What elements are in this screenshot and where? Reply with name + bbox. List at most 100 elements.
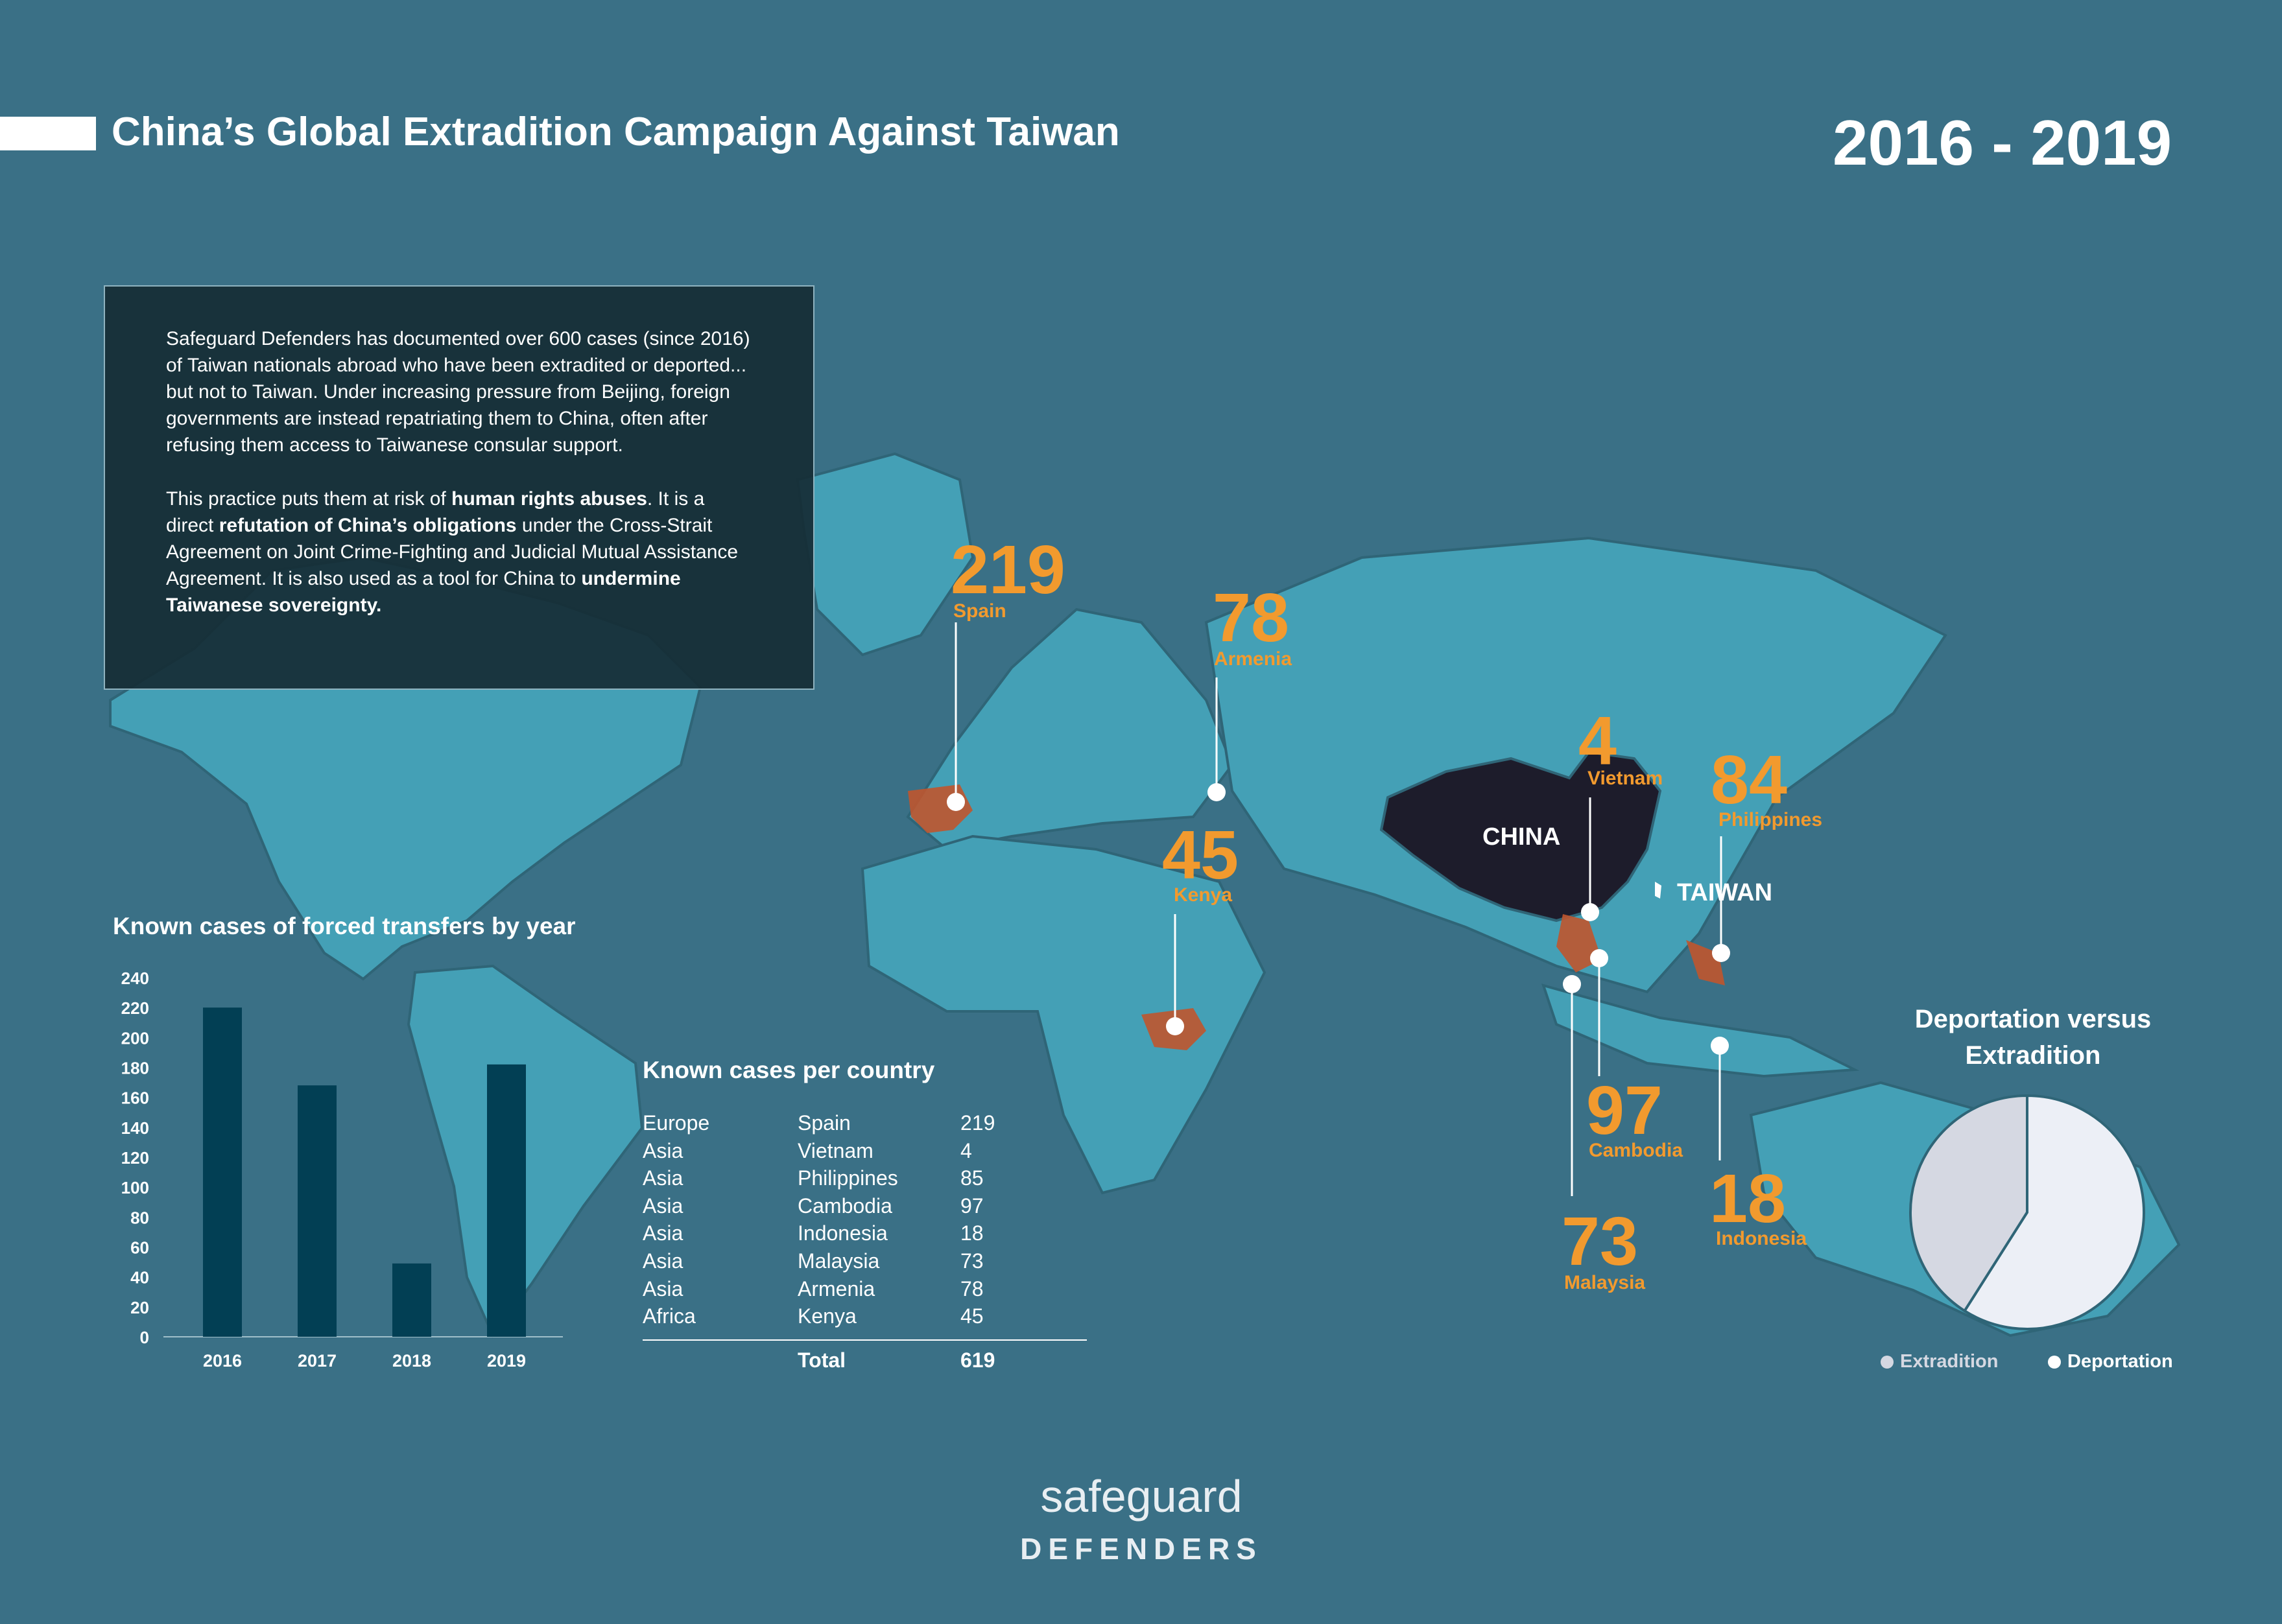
taiwan-label: TAIWAN [1677,879,1773,906]
table-divider [643,1339,1087,1341]
legend-deportation: Deportation [2048,1351,2173,1372]
bar-chart-x-tick: 2018 [392,1351,431,1371]
bar-chart-y-tick: 40 [130,1268,149,1288]
period-label: 2016 - 2019 [1833,107,2172,178]
table-cell-cases: 18 [960,1221,984,1245]
table-cell-cases: 219 [960,1111,995,1135]
landmass-africa [861,834,1266,1195]
bar-chart-y-tick: 200 [121,1028,149,1048]
pie-slice-extradition [1909,1094,2028,1313]
table-cell-region: Europe [643,1111,710,1135]
table-cell-country: Cambodia [798,1194,892,1218]
indonesia-dot [1711,1037,1729,1055]
bar-chart-y-tick: 60 [130,1238,149,1258]
table-cell-cases: 97 [960,1194,984,1218]
kenya-dot [1166,1017,1184,1035]
table-cell-region: Asia [643,1249,683,1273]
malaysia-dot [1563,975,1581,993]
legend-extradition-label: Extradition [1900,1351,1999,1372]
table-cell-country: Vietnam [798,1138,874,1162]
intro-paragraph-2: This practice puts them at risk of human… [166,488,739,616]
callout-label-vietnam: Vietnam [1587,768,1663,789]
bar-2016 [203,1007,242,1337]
callout-value-indonesia: 18 [1709,1160,1786,1237]
callout-label-malaysia: Malaysia [1564,1272,1646,1293]
bar-chart-y-tick: 220 [121,998,149,1018]
table-cell-country: Malaysia [798,1249,880,1273]
philippines-dot [1712,944,1730,962]
title-accent-bar [0,117,96,150]
callout-value-philippines: 84 [1711,742,1787,818]
cambodia-dot [1590,949,1608,967]
callout-label-kenya: Kenya [1174,884,1233,906]
table-cell-country: Kenya [798,1304,857,1328]
table-title: Known cases per country [643,1057,935,1083]
intro-paragraph-1: Safeguard Defenders has documented over … [166,328,750,456]
legend-extradition: Extradition [1881,1351,1998,1372]
bar-chart-y-tick: 0 [140,1328,149,1347]
table-cell-region: Asia [643,1277,683,1300]
bar-chart: 0 20 40 60 80 100 120 140 160 180 200 220 240 2016 201… [121,969,563,1371]
table-cell-country: Philippines [798,1166,898,1190]
bar-chart-y-tick: 240 [121,969,149,988]
table-cell-cases: 73 [960,1249,984,1273]
callout-value-armenia: 78 [1213,580,1289,656]
bar-chart-x-tick: 2019 [487,1351,526,1371]
table-total-label: Total [798,1348,846,1372]
table-cell-country: Spain [798,1111,851,1135]
logo-wordmark: safeguard [1040,1471,1242,1522]
table-cell-region: Africa [643,1304,696,1328]
pie-chart [1909,1094,2145,1330]
bar-2019 [487,1064,526,1337]
vietnam-dot [1581,903,1599,921]
callout-label-philippines: Philippines [1718,809,1823,830]
bar-chart-y-tick: 100 [121,1178,149,1197]
bar-chart-title: Known cases of forced transfers by year [113,913,576,939]
pie-chart-title: Deportation versus Extradition [1914,1005,2152,1070]
bar-chart-y-tick: 20 [130,1298,149,1317]
taiwan-shape [1655,882,1661,899]
table-cell-cases: 78 [960,1277,984,1300]
philippines-shape [1686,940,1725,985]
legend-deportation-swatch [2048,1355,2061,1369]
callout-value-vietnam: 4 [1578,703,1617,779]
callout-value-kenya: 45 [1162,817,1239,893]
table-cell-region: Asia [643,1138,683,1162]
table-cell-cases: 85 [960,1166,984,1190]
callout-label-cambodia: Cambodia [1589,1140,1683,1161]
armenia-dot [1207,783,1226,801]
table-cell-country: Indonesia [798,1221,888,1245]
page-title: China’s Global Extradition Campaign Agai… [112,110,1120,154]
table-cell-cases: 45 [960,1304,984,1328]
callout-value-cambodia: 97 [1586,1072,1663,1149]
bar-chart-y-tick: 120 [121,1148,149,1168]
table-total-value: 619 [960,1348,995,1372]
bar-chart-y-tick: 80 [130,1208,149,1227]
landmass-indonesia [1541,983,1860,1078]
bar-chart-y-tick: 160 [121,1089,149,1108]
callout-value-spain: 219 [951,532,1065,608]
bar-chart-y-tick: 180 [121,1059,149,1078]
callout-label-spain: Spain [953,600,1006,622]
bar-2018 [392,1263,431,1337]
callout-label-indonesia: Indonesia [1716,1228,1807,1249]
legend-deportation-label: Deportation [2067,1351,2173,1372]
china-label: CHINA [1482,823,1561,851]
table-cell-cases: 4 [960,1138,972,1162]
pie-slice-deportation [1962,1094,2145,1330]
bar-2017 [298,1085,337,1337]
callout-value-malaysia: 73 [1562,1203,1638,1280]
logo-subtitle: DEFENDERS [1020,1532,1263,1566]
legend-extradition-swatch [1881,1355,1894,1369]
bar-chart-x-tick: 2016 [203,1351,242,1371]
spain-dot [947,793,965,811]
landmass-asia [1204,536,1947,994]
table-cell-region: Asia [643,1194,683,1218]
table-cell-region: Asia [643,1221,683,1245]
table-cell-country: Armenia [798,1277,875,1300]
bar-chart-y-tick: 140 [121,1118,149,1138]
bar-chart-x-tick: 2017 [298,1351,337,1371]
table-cell-region: Asia [643,1166,683,1190]
